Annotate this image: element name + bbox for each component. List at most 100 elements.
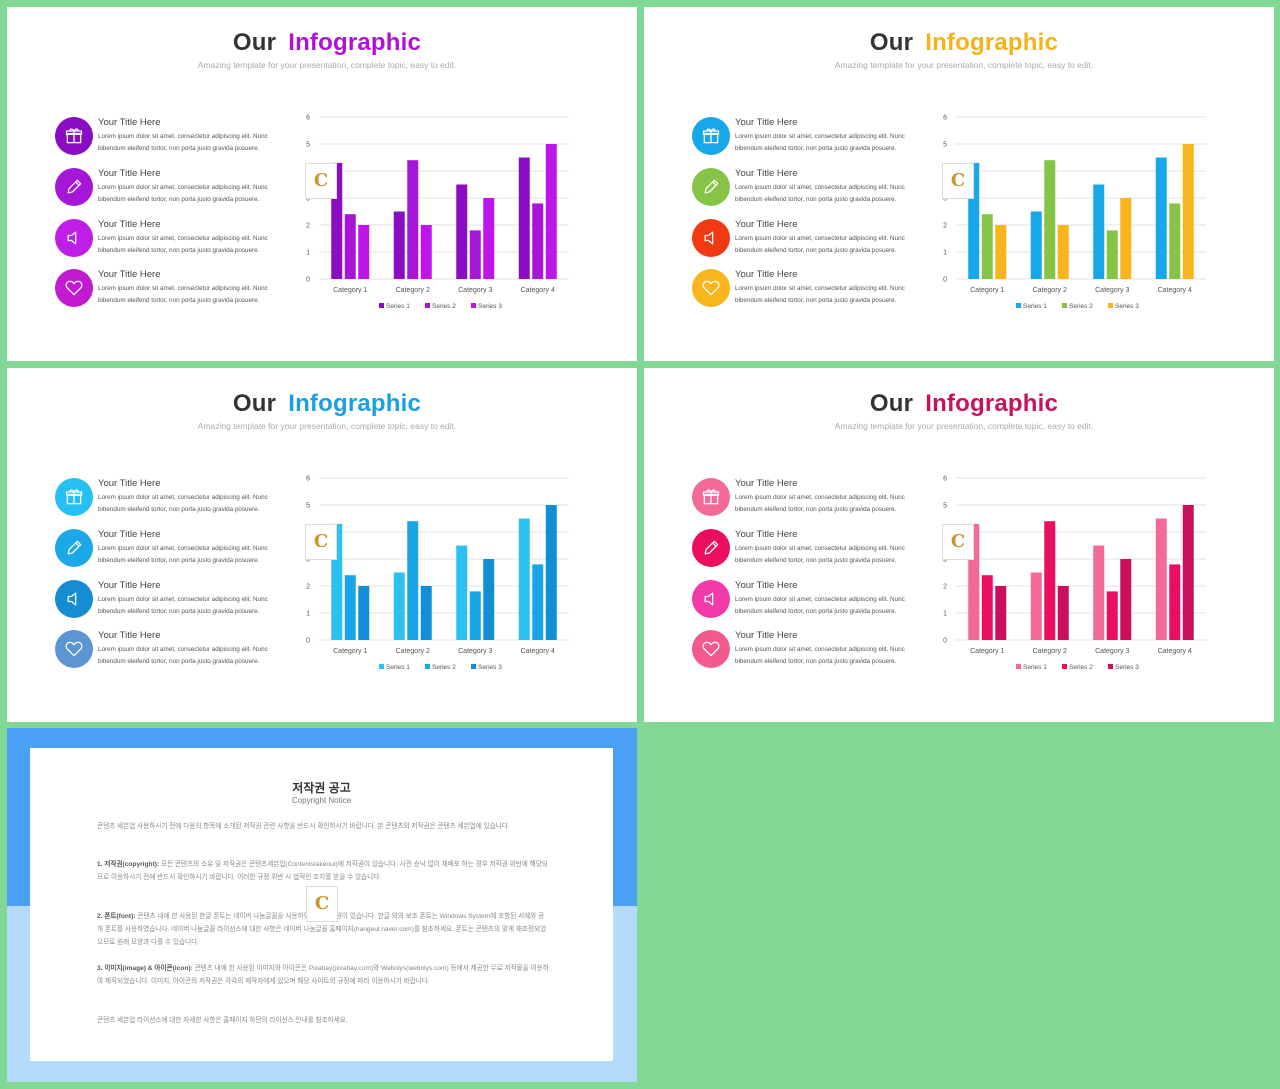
slide-subtitle: Amazing template for your presentation, … bbox=[834, 60, 1094, 70]
y-tick-label: 1 bbox=[306, 250, 310, 257]
y-tick-label: 6 bbox=[306, 115, 310, 122]
feature-icon-circle bbox=[55, 269, 93, 307]
feature-body: Lorem ipsum dolor sit amet, consectetur … bbox=[98, 494, 268, 513]
copyright-subtitle: Copyright Notice bbox=[291, 796, 352, 805]
slide-title-infographic: Infographic bbox=[925, 390, 1059, 417]
feature-item: Your Title Here Lorem ipsum dolor sit ame… bbox=[692, 630, 932, 674]
copyright-section-3: 3. 이미지(image) & 아이콘(icon): 콘텐츠 내에 한 사용된 … bbox=[97, 962, 550, 988]
slide-2: Our Infographic Amazing template for your … bbox=[644, 7, 1274, 361]
legend-label: Series 1 bbox=[1023, 664, 1047, 671]
feature-title: Your Title Here bbox=[98, 219, 161, 230]
category-label: Category 4 bbox=[1158, 648, 1192, 655]
feature-item: Your Title Here Lorem ipsum dolor sit ame… bbox=[692, 529, 932, 573]
bar bbox=[456, 545, 468, 640]
bar bbox=[1106, 230, 1118, 279]
bar bbox=[1155, 157, 1167, 279]
slide-1: Our Infographic Amazing template for your … bbox=[7, 7, 637, 361]
legend-swatch bbox=[1016, 303, 1021, 308]
legend-label: Series 1 bbox=[1023, 303, 1047, 310]
bar bbox=[469, 591, 481, 640]
bar bbox=[331, 162, 343, 279]
bar bbox=[518, 518, 530, 640]
y-tick-label: 0 bbox=[306, 277, 310, 284]
bar bbox=[344, 214, 356, 279]
bar bbox=[407, 521, 419, 640]
copyright-section-1-label: 1. 저작권(copyright): bbox=[97, 861, 160, 868]
speaker-icon bbox=[67, 592, 77, 606]
slide-title: Our Infographic bbox=[7, 390, 637, 418]
feature-title: Your Title Here bbox=[735, 269, 798, 280]
slide-title-our: Our bbox=[869, 29, 914, 56]
bar bbox=[1120, 559, 1132, 640]
legend-swatch bbox=[379, 664, 384, 669]
legend-swatch bbox=[1108, 664, 1113, 669]
bar bbox=[1169, 564, 1181, 640]
bar bbox=[1169, 203, 1181, 279]
bar bbox=[393, 211, 405, 279]
feature-body: Lorem ipsum dolor sit amet, consectetur … bbox=[735, 133, 905, 152]
feature-icon-circle bbox=[55, 117, 93, 155]
y-tick-label: 5 bbox=[943, 503, 947, 510]
heart-icon bbox=[702, 641, 720, 657]
y-tick-label: 1 bbox=[943, 611, 947, 618]
bar bbox=[1120, 198, 1132, 279]
bar bbox=[968, 523, 980, 640]
gift-icon bbox=[702, 489, 720, 505]
slide-title-infographic: Infographic bbox=[288, 29, 422, 56]
y-tick-label: 0 bbox=[306, 638, 310, 645]
feature-title: Your Title Here bbox=[98, 529, 161, 540]
gift-icon bbox=[702, 128, 720, 144]
category-label: Category 1 bbox=[333, 287, 367, 294]
bar bbox=[518, 157, 530, 279]
y-tick-label: 0 bbox=[943, 277, 947, 284]
bar bbox=[1057, 225, 1069, 279]
bar bbox=[420, 586, 432, 640]
bar bbox=[1093, 184, 1105, 279]
slide-subtitle: Amazing template for your presentation, … bbox=[197, 60, 457, 70]
copyright-section-2-text: 콘텐츠 내에 한 사용된 한글 폰트는 네이버 나눔글꼴을 사용하였으며 저작권… bbox=[97, 913, 547, 946]
legend-label: Series 3 bbox=[1115, 664, 1139, 671]
copyright-intro: 콘텐츠 세븐업 사용하시기 전에 다음의 항목에 소개된 저작권 관련 사항을 … bbox=[97, 823, 510, 830]
bar bbox=[420, 225, 432, 279]
bar bbox=[1057, 586, 1069, 640]
legend-swatch bbox=[425, 303, 430, 308]
slide-title: Our Infographic bbox=[644, 390, 1274, 418]
bar bbox=[532, 203, 544, 279]
feature-item: Your Title Here Lorem ipsum dolor sit ame… bbox=[692, 117, 932, 161]
heart-icon bbox=[65, 641, 83, 657]
feature-title: Your Title Here bbox=[98, 269, 161, 280]
feature-icon-circle bbox=[692, 168, 730, 206]
legend-swatch bbox=[379, 303, 384, 308]
feature-item: Your Title Here Lorem ipsum dolor sit ame… bbox=[55, 117, 295, 161]
copyright-section-2-label: 2. 폰트(font): bbox=[97, 913, 136, 920]
feature-title: Your Title Here bbox=[735, 580, 798, 591]
gift-icon bbox=[65, 489, 83, 505]
bar bbox=[344, 575, 356, 640]
y-tick-label: 2 bbox=[943, 223, 947, 230]
feature-title: Your Title Here bbox=[98, 117, 161, 128]
y-tick-label: 5 bbox=[306, 142, 310, 149]
y-tick-label: 3 bbox=[306, 557, 310, 564]
copyright-card: 저작권 공고 Copyright Notice 콘텐츠 세븐업 사용하시기 전에… bbox=[30, 748, 613, 1061]
y-tick-label: 3 bbox=[943, 557, 947, 564]
category-label: Category 4 bbox=[521, 287, 555, 294]
y-tick-label: 5 bbox=[306, 503, 310, 510]
feature-icon-circle bbox=[692, 630, 730, 668]
copyright-section-3-label: 3. 이미지(image) & 아이콘(icon): bbox=[97, 965, 193, 972]
legend-swatch bbox=[1108, 303, 1113, 308]
feature-body: Lorem ipsum dolor sit amet, consectetur … bbox=[735, 285, 905, 304]
slide-title: Our Infographic bbox=[644, 29, 1274, 57]
category-label: Category 3 bbox=[1095, 648, 1129, 655]
bar bbox=[995, 586, 1007, 640]
bar bbox=[981, 214, 993, 279]
feature-body: Lorem ipsum dolor sit amet, consectetur … bbox=[98, 545, 268, 564]
feature-icon-circle bbox=[692, 580, 730, 618]
legend-swatch bbox=[471, 303, 476, 308]
feature-body: Lorem ipsum dolor sit amet, consectetur … bbox=[98, 235, 268, 254]
category-label: Category 1 bbox=[970, 648, 1004, 655]
bar bbox=[358, 586, 370, 640]
feature-body: Lorem ipsum dolor sit amet, consectetur … bbox=[98, 133, 268, 152]
watermark-logo: C bbox=[305, 163, 337, 199]
